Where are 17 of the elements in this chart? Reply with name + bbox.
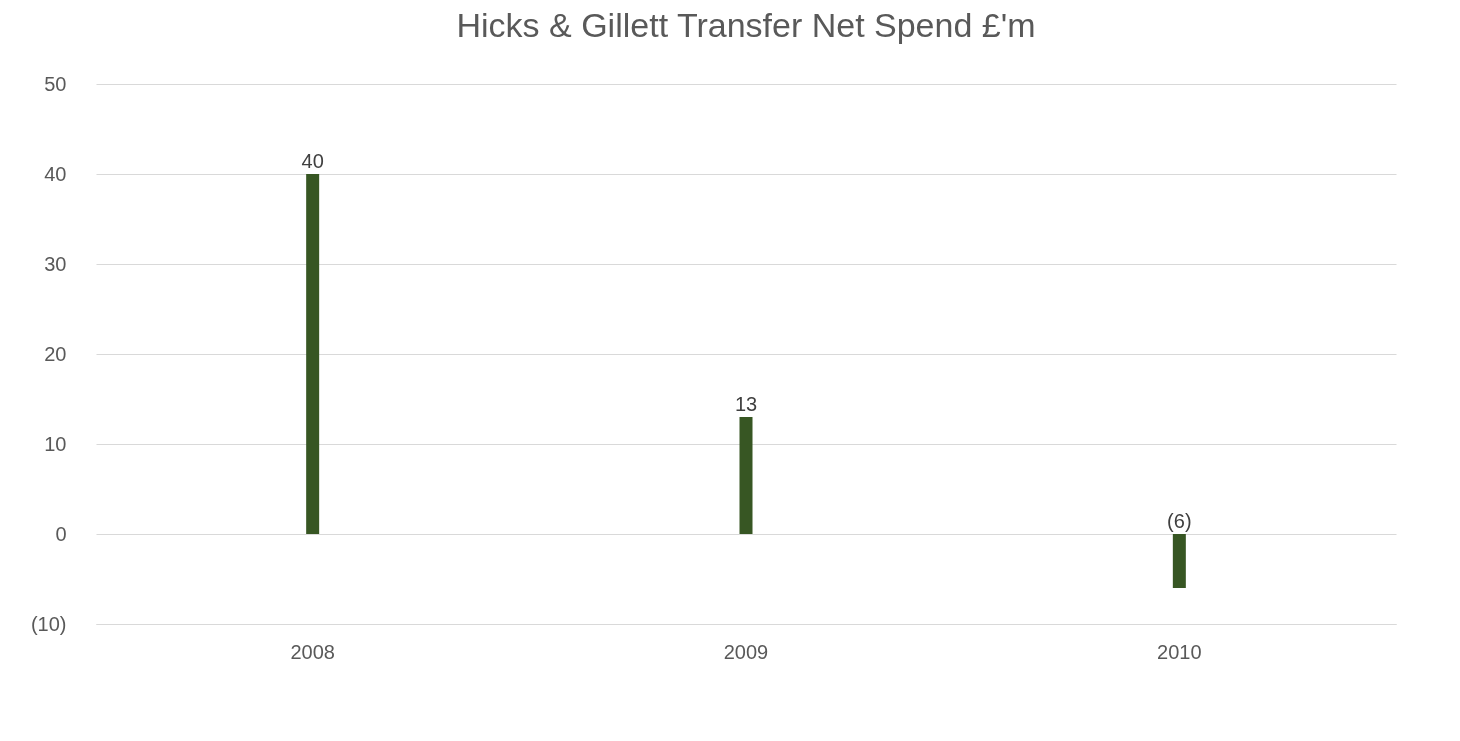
x-tick-label: 2008	[290, 640, 335, 663]
bar	[1172, 534, 1186, 588]
data-label: (6)	[1167, 510, 1192, 532]
data-label: 40	[301, 150, 324, 172]
x-tick-label: 2009	[723, 640, 769, 663]
y-tick-label: 40	[44, 162, 67, 185]
y-tick-label: 10	[44, 432, 67, 455]
y-tick-label: 20	[44, 342, 67, 365]
y-tick-label: 50	[44, 72, 67, 95]
x-tick-label: 2010	[1157, 640, 1202, 663]
data-label: 13	[734, 393, 758, 415]
chart-title: Hicks & Gillett Transfer Net Spend £'m	[456, 6, 1036, 44]
y-tick-label: 30	[44, 252, 67, 275]
y-tick-label: (10)	[30, 612, 67, 635]
bar	[306, 174, 320, 534]
bar	[739, 417, 753, 534]
y-tick-label: 0	[55, 522, 67, 545]
